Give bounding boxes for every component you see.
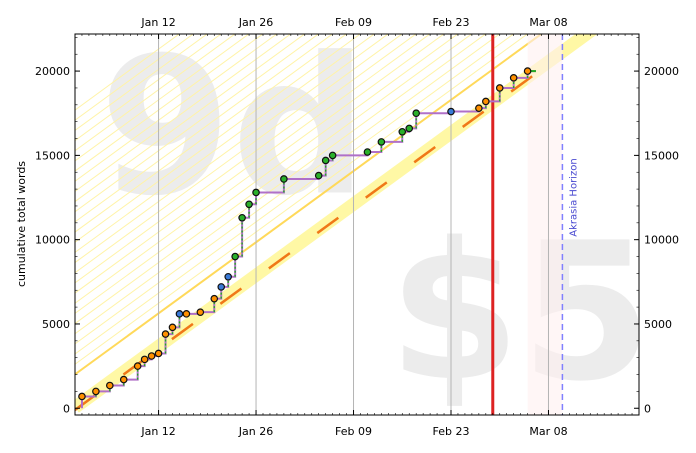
data-point <box>182 310 191 318</box>
guide-line <box>75 34 417 284</box>
guide-line <box>75 34 529 365</box>
data-point <box>238 213 246 222</box>
x-tick-label-top: Jan 26 <box>238 16 273 29</box>
data-point <box>405 124 414 133</box>
guide-line <box>75 34 264 172</box>
data-point <box>161 330 170 338</box>
data-point <box>475 104 483 112</box>
buffer-line <box>75 34 543 376</box>
data-point <box>210 294 219 303</box>
guide-line <box>75 34 431 294</box>
data-point <box>140 355 149 364</box>
data-point <box>217 283 226 291</box>
data-point <box>175 310 184 318</box>
data-point <box>252 188 260 197</box>
guide-line <box>75 34 445 304</box>
data-point <box>447 107 455 116</box>
guide-line <box>75 34 236 152</box>
data-point <box>92 387 100 396</box>
data-point <box>523 67 532 75</box>
guide-line <box>75 34 348 233</box>
data-point <box>106 381 114 390</box>
data-point <box>363 148 372 156</box>
data-point <box>119 375 128 384</box>
guide-line <box>75 34 459 314</box>
data-point <box>377 138 386 146</box>
x-tick-label-top: Mar 08 <box>529 16 567 29</box>
data-point <box>328 151 337 160</box>
x-tick-label-bottom: Mar 08 <box>529 425 567 438</box>
plot-frame <box>74 33 640 416</box>
data-point <box>245 200 253 209</box>
x-tick-label-bottom: Jan 12 <box>140 425 175 438</box>
y-tick-label-right: 5000 <box>644 318 672 331</box>
x-tick-label-bottom: Jan 26 <box>238 425 273 438</box>
x-tick-label-bottom: Feb 23 <box>433 425 470 438</box>
guide-line <box>75 34 515 355</box>
data-point <box>495 84 504 92</box>
guide-line <box>75 34 181 111</box>
guide-line <box>75 34 334 223</box>
data-point <box>78 392 86 401</box>
guide-line <box>75 34 278 182</box>
guide-line <box>75 34 194 121</box>
guide-line <box>75 34 403 274</box>
y-tick-label-left: 5000 <box>42 318 70 331</box>
guide-line <box>75 34 473 324</box>
data-point <box>280 175 288 183</box>
akrasia-horizon-label: Akrasia Horizon <box>568 158 579 236</box>
x-tick-label-top: Feb 23 <box>433 16 470 29</box>
pledge-watermark: $5 <box>388 202 652 423</box>
data-point <box>231 252 239 261</box>
guide-line <box>75 34 487 335</box>
data-point <box>321 156 330 165</box>
data-point <box>168 323 177 332</box>
y-tick-label-right: 15000 <box>644 149 679 162</box>
data-point <box>196 308 205 316</box>
data-point <box>509 74 518 82</box>
guide-line <box>75 34 501 345</box>
horizon-shade <box>527 34 563 415</box>
y-tick-label-left: 20000 <box>35 65 70 78</box>
y-tick-label-right: 20000 <box>644 65 679 78</box>
safety-buffer-watermark: 9d <box>99 16 367 237</box>
x-tick-label-top: Jan 12 <box>140 16 175 29</box>
guide-line <box>75 34 376 253</box>
guide-line <box>75 34 320 213</box>
bright-red-line <box>75 68 543 411</box>
data-point <box>133 362 142 370</box>
data-point <box>224 272 232 281</box>
x-tick-label-top: Feb 09 <box>335 16 372 29</box>
data-point <box>482 97 490 106</box>
y-tick-label-left: 10000 <box>35 234 70 247</box>
data-point <box>154 349 163 358</box>
guide-line <box>75 34 292 192</box>
data-point <box>412 109 420 118</box>
y-tick-label-left: 15000 <box>35 149 70 162</box>
data-point <box>314 171 323 180</box>
data-point <box>398 127 407 136</box>
y-tick-label-right: 0 <box>644 402 651 415</box>
y-axis-title: cumulative total words <box>15 161 28 287</box>
guide-line <box>75 34 306 202</box>
y-tick-label-left: 0 <box>63 402 70 415</box>
data-point <box>147 352 156 360</box>
guide-line <box>75 34 222 141</box>
guide-line <box>75 34 208 131</box>
x-tick-label-bottom: Feb 09 <box>335 425 372 438</box>
y-tick-label-right: 10000 <box>644 234 679 247</box>
guide-line <box>75 34 389 263</box>
guide-line <box>75 34 250 162</box>
guide-line <box>75 34 362 243</box>
